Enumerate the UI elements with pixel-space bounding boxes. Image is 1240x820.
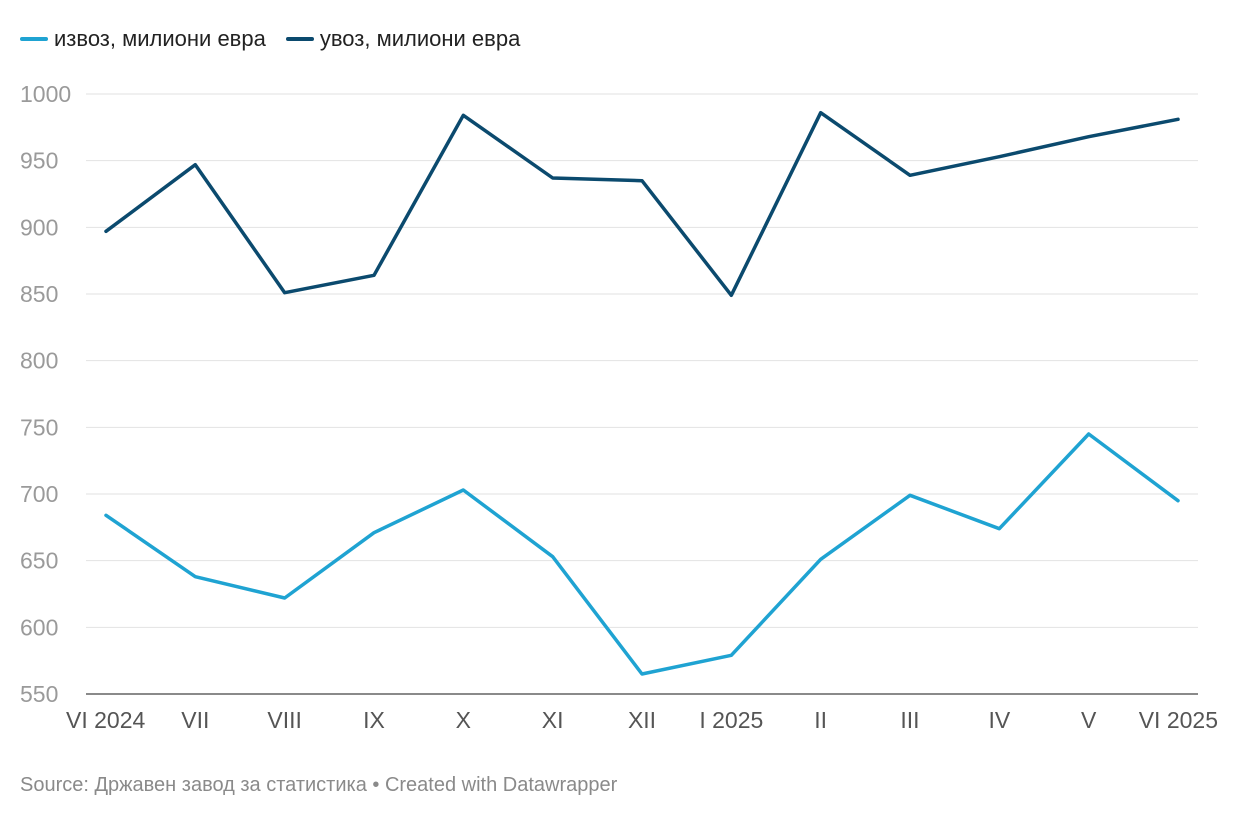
footer-source: Source: Државен завод за статистика • Cr… xyxy=(20,774,618,796)
y-tick-label-650: 650 xyxy=(20,548,58,574)
x-tick-label-10: IV xyxy=(988,707,1010,733)
y-tick-label-900: 900 xyxy=(20,214,58,240)
series-line-export xyxy=(104,432,1180,676)
y-tick-label-1000: 1000 xyxy=(20,81,71,107)
y-tick-label-550: 550 xyxy=(20,681,58,707)
legend-label-export: извоз, милиони евра xyxy=(54,26,266,51)
x-tick-label-7: I 2025 xyxy=(699,707,763,733)
legend: извоз, милиони евра увоз, милиони евра xyxy=(20,26,540,52)
x-tick-label-1: VII xyxy=(181,707,209,733)
y-tick-label-700: 700 xyxy=(20,481,58,507)
legend-swatch-export xyxy=(20,37,48,41)
legend-swatch-import xyxy=(285,37,314,41)
x-tick-label-9: III xyxy=(900,707,919,733)
x-tick-label-4: X xyxy=(456,707,471,733)
legend-label-import: увоз, милиони евра xyxy=(319,26,521,51)
x-tick-label-8: II xyxy=(814,707,827,733)
legend-item-export: извоз, милиони евра xyxy=(20,26,266,52)
x-tick-label-0: VI 2024 xyxy=(66,707,145,733)
y-tick-label-600: 600 xyxy=(20,614,58,640)
series-line-import xyxy=(104,110,1180,298)
x-tick-label-2: VIII xyxy=(267,707,302,733)
y-tick-label-750: 750 xyxy=(20,414,58,440)
x-tick-label-6: XII xyxy=(628,707,656,733)
y-tick-label-800: 800 xyxy=(20,348,58,374)
y-tick-label-950: 950 xyxy=(20,148,58,174)
x-tick-label-12: VI 2025 xyxy=(1139,707,1218,733)
x-tick-label-3: IX xyxy=(363,707,385,733)
y-tick-label-850: 850 xyxy=(20,281,58,307)
x-tick-label-11: V xyxy=(1081,707,1097,733)
legend-item-import: увоз, милиони евра xyxy=(285,26,521,52)
x-tick-label-5: XI xyxy=(542,707,564,733)
